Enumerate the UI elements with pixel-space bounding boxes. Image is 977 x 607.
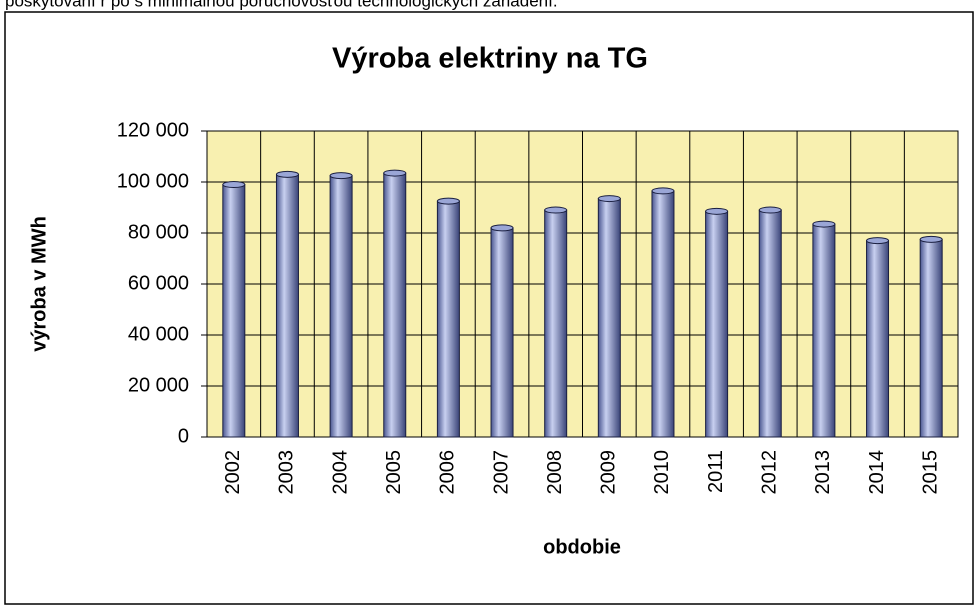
bar — [866, 240, 890, 438]
bar — [275, 173, 299, 438]
bar — [651, 190, 675, 438]
x-axis-label: obdobie — [543, 536, 621, 558]
page-text: poskytovaní r po s minimálnou poruchovos… — [5, 0, 558, 10]
x-tick-label: 2007 — [490, 450, 512, 495]
bar-top — [222, 181, 246, 189]
y-tick-label: 40 000 — [128, 323, 189, 345]
x-tick-label: 2015 — [919, 450, 941, 495]
bar-top — [436, 197, 460, 205]
bar — [383, 172, 407, 438]
bar — [329, 175, 353, 438]
bar — [705, 210, 729, 438]
x-tick-label: 2013 — [812, 450, 834, 495]
x-tick-label: 2010 — [651, 450, 673, 495]
bar — [222, 184, 246, 438]
x-tick-label: 2014 — [866, 450, 888, 495]
bar-top — [866, 237, 890, 245]
x-tick-label: 2003 — [276, 450, 298, 495]
bar-top — [490, 224, 514, 232]
y-tick-label: 60 000 — [128, 272, 189, 294]
bar — [919, 238, 943, 438]
y-tick-label: 0 — [178, 425, 189, 447]
bar — [758, 209, 782, 438]
bar-top — [329, 172, 353, 180]
bar — [812, 223, 836, 438]
x-tick-label: 2002 — [222, 450, 244, 495]
x-tick-label: 2009 — [598, 450, 620, 495]
bar — [544, 209, 568, 438]
x-tick-label: 2004 — [329, 450, 351, 495]
y-tick-label: 80 000 — [128, 221, 189, 243]
bar — [436, 200, 460, 438]
bar-top — [758, 206, 782, 214]
x-tick-label: 2008 — [544, 450, 566, 495]
x-tick-label: 2006 — [437, 450, 459, 495]
bar-top — [919, 235, 943, 243]
bar-top — [651, 187, 675, 195]
bar-top — [812, 220, 836, 228]
bar-top — [275, 170, 299, 178]
x-tick-label: 2012 — [759, 450, 781, 495]
bar-top — [705, 207, 729, 215]
y-tick-label: 20 000 — [128, 374, 189, 396]
y-tick-label: 120 000 — [117, 119, 189, 141]
bar-top — [544, 206, 568, 214]
x-tick-label: 2011 — [705, 450, 727, 493]
y-axis-label: výroba v MWh — [28, 216, 50, 352]
bar-top — [597, 195, 621, 203]
chart-title: Výroba elektriny na TG — [332, 43, 648, 75]
x-tick-label: 2005 — [383, 450, 405, 495]
bar — [490, 227, 514, 438]
bar-top — [383, 169, 407, 177]
y-tick-label: 100 000 — [117, 170, 189, 192]
bar — [597, 198, 621, 438]
